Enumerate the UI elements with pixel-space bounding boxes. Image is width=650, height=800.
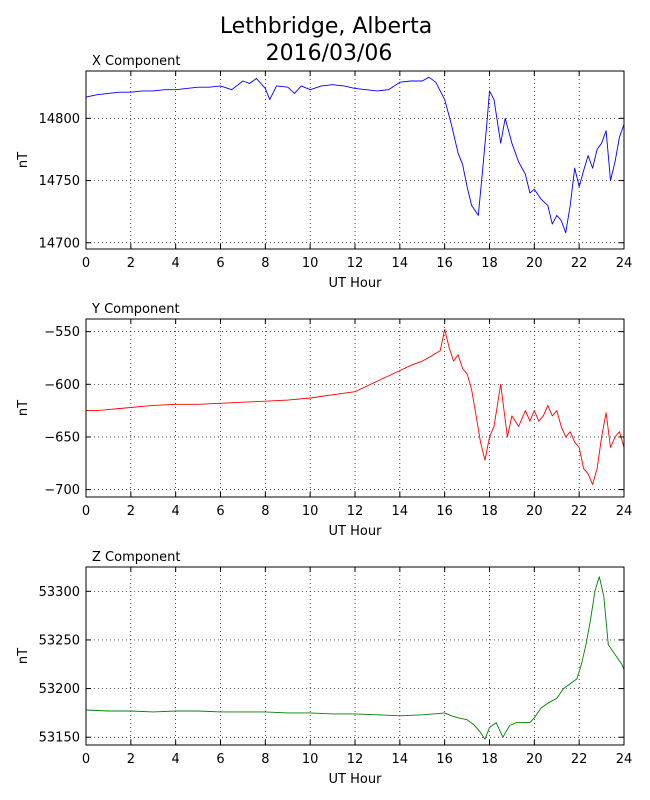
y-axis-label: nT bbox=[16, 400, 31, 416]
x-tick-label: 0 bbox=[82, 256, 90, 271]
y-tick-label: 53300 bbox=[39, 585, 80, 600]
panel-title-z: Z Component bbox=[92, 550, 181, 565]
x-tick-label: 22 bbox=[571, 256, 588, 271]
x-tick-label: 6 bbox=[216, 504, 224, 519]
y-tick-label: 53150 bbox=[39, 731, 80, 746]
x-tick-label: 2 bbox=[127, 752, 135, 767]
y-tick-label: −550 bbox=[44, 325, 80, 340]
x-tick-label: 4 bbox=[172, 256, 180, 271]
x-tick-label: 20 bbox=[526, 752, 543, 767]
x-tick-label: 12 bbox=[347, 504, 364, 519]
x-tick-label: 24 bbox=[616, 752, 633, 767]
y-axis-label: nT bbox=[16, 152, 31, 168]
x-tick-label: 12 bbox=[347, 256, 364, 271]
series-line-x bbox=[85, 76, 625, 234]
x-tick-label: 22 bbox=[571, 504, 588, 519]
x-tick-label: 18 bbox=[481, 256, 498, 271]
x-tick-label: 16 bbox=[436, 256, 453, 271]
x-tick-label: 10 bbox=[302, 752, 319, 767]
series-line-y bbox=[86, 329, 625, 485]
x-tick-label: 8 bbox=[261, 256, 269, 271]
x-tick-label: 16 bbox=[436, 504, 453, 519]
x-axis-label: UT Hour bbox=[329, 772, 383, 787]
y-tick-label: 14800 bbox=[39, 112, 80, 127]
x-tick-label: 16 bbox=[436, 752, 453, 767]
y-tick-label: 53200 bbox=[39, 682, 80, 697]
x-tick-label: 6 bbox=[216, 752, 224, 767]
x-tick-label: 12 bbox=[347, 752, 364, 767]
x-tick-label: 10 bbox=[302, 504, 319, 519]
x-tick-label: 24 bbox=[616, 256, 633, 271]
x-axis-label: UT Hour bbox=[329, 524, 383, 539]
panel-z: 0 2 4 6 8 10 12 14 16 18 20 22 245315053200532505330… bbox=[16, 550, 632, 787]
x-tick-label: 14 bbox=[392, 256, 409, 271]
x-tick-label: 20 bbox=[526, 504, 543, 519]
x-tick-label: 22 bbox=[571, 752, 588, 767]
y-tick-label: 14750 bbox=[39, 174, 80, 189]
y-tick-label: 14700 bbox=[39, 236, 80, 251]
x-tick-label: 14 bbox=[392, 752, 409, 767]
x-tick-label: 18 bbox=[481, 504, 498, 519]
y-tick-label: −600 bbox=[44, 378, 80, 393]
y-tick-label: −700 bbox=[44, 483, 80, 498]
x-tick-label: 8 bbox=[261, 504, 269, 519]
x-tick-label: 18 bbox=[481, 752, 498, 767]
x-tick-label: 0 bbox=[82, 504, 90, 519]
panel-title-x: X Component bbox=[92, 54, 181, 69]
y-tick-label: 53250 bbox=[39, 633, 80, 648]
x-tick-label: 24 bbox=[616, 504, 633, 519]
x-tick-label: 4 bbox=[172, 752, 180, 767]
x-tick-label: 14 bbox=[392, 504, 409, 519]
x-tick-label: 2 bbox=[127, 256, 135, 271]
y-tick-label: −650 bbox=[44, 430, 80, 445]
x-tick-label: 0 bbox=[82, 752, 90, 767]
x-tick-label: 8 bbox=[261, 752, 269, 767]
figure-title-line1: Lethbridge, Alberta bbox=[220, 14, 432, 39]
x-tick-label: 20 bbox=[526, 256, 543, 271]
x-tick-label: 2 bbox=[127, 504, 135, 519]
series-line-z bbox=[85, 576, 625, 740]
x-tick-label: 6 bbox=[216, 256, 224, 271]
y-axis-label: nT bbox=[16, 648, 31, 664]
x-axis-label: UT Hour bbox=[329, 276, 383, 291]
panel-title-y: Y Component bbox=[91, 302, 180, 317]
figure-title-line2: 2016/03/06 bbox=[266, 41, 393, 66]
x-tick-label: 4 bbox=[172, 504, 180, 519]
x-tick-label: 10 bbox=[302, 256, 319, 271]
